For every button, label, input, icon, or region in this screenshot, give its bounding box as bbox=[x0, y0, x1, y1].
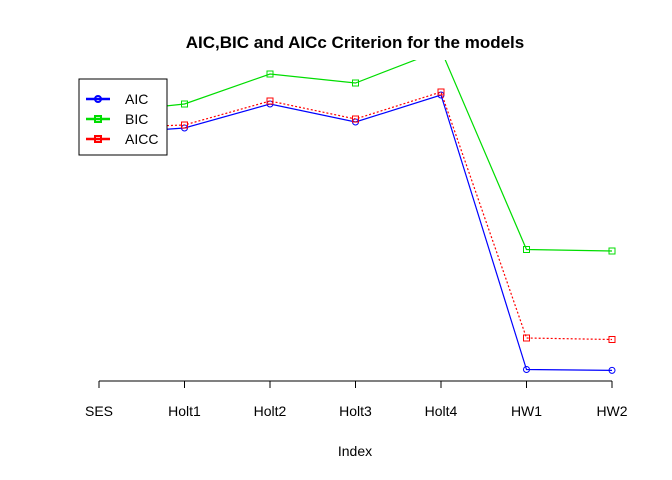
x-tick-label: HW2 bbox=[596, 403, 627, 419]
data-point bbox=[523, 246, 530, 253]
data-point bbox=[523, 366, 530, 373]
x-axis-label: Index bbox=[338, 443, 372, 459]
data-point bbox=[523, 334, 530, 342]
x-axis: SES Holt1 Holt2 Holt3 Holt4 HW1 HW2 bbox=[85, 380, 628, 419]
legend-item: AIC bbox=[86, 91, 148, 107]
legend-marker bbox=[94, 115, 102, 123]
data-point bbox=[352, 115, 359, 123]
legend-label: AICC bbox=[125, 131, 158, 147]
x-tick-label: SES bbox=[85, 403, 113, 419]
data-point bbox=[608, 247, 616, 255]
legend-label: BIC bbox=[125, 111, 148, 127]
x-tick-label: HW1 bbox=[511, 403, 542, 419]
legend-marker bbox=[94, 135, 102, 143]
legend-label: AIC bbox=[125, 91, 148, 107]
legend-item: BIC bbox=[86, 111, 148, 127]
legend-item: AICC bbox=[86, 131, 158, 147]
x-tick-label: Holt4 bbox=[425, 403, 458, 419]
data-point bbox=[352, 79, 359, 87]
series-bic bbox=[95, 60, 616, 255]
data-point bbox=[608, 366, 616, 374]
x-tick-label: Holt2 bbox=[254, 403, 287, 419]
x-tick-label: Holt1 bbox=[168, 403, 201, 419]
series-aicc bbox=[95, 88, 616, 343]
legend: AIC BIC AICC bbox=[78, 78, 168, 156]
series-aic bbox=[95, 91, 616, 374]
chart-title: AIC,BIC and AICc Criterion for the model… bbox=[186, 33, 524, 52]
legend-box bbox=[78, 78, 168, 156]
x-tick-label: Holt3 bbox=[339, 403, 372, 419]
series-line-bic bbox=[98, 60, 613, 252]
series-line-aic bbox=[98, 94, 613, 371]
data-point bbox=[181, 100, 188, 108]
series-layer bbox=[95, 60, 616, 374]
data-point bbox=[266, 97, 274, 105]
data-point bbox=[608, 336, 616, 343]
data-point bbox=[437, 88, 445, 96]
legend-marker bbox=[94, 95, 102, 103]
series-line-aicc bbox=[98, 91, 613, 341]
data-point bbox=[181, 121, 188, 129]
data-point bbox=[266, 70, 274, 78]
